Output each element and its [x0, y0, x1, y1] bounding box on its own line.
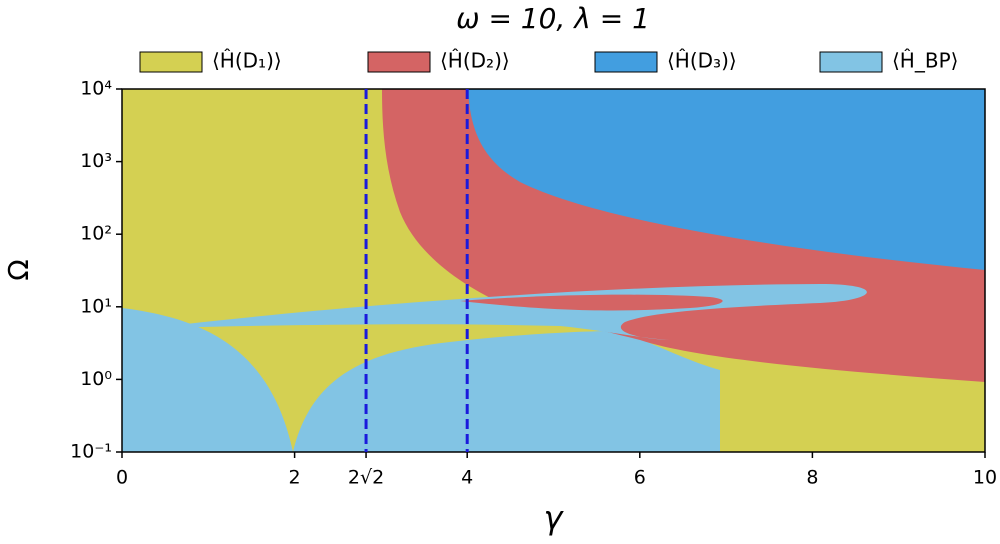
- region-d2-lobe: [460, 294, 723, 311]
- region-d3: [468, 89, 985, 270]
- x-axis-label: γ: [544, 499, 565, 537]
- x-tick-label: 2: [289, 467, 301, 489]
- y-tick-label: 10⁰: [80, 368, 112, 390]
- x-tick-label: 6: [634, 467, 646, 489]
- legend-label: ⟨Ĥ_BP⟩: [892, 49, 958, 73]
- y-tick-label: 10¹: [80, 295, 112, 317]
- chart-title: ω = 10, λ = 1: [456, 2, 650, 35]
- x-tick-label: 4: [461, 467, 473, 489]
- y-tick-label: 10⁴: [80, 78, 112, 100]
- legend-swatch: [367, 51, 431, 73]
- y-tick-label: 10²: [80, 223, 112, 245]
- x-tick-label: 0: [116, 467, 128, 489]
- x-tick-label: 10: [973, 467, 997, 489]
- legend-swatch: [139, 51, 203, 73]
- y-axis-label: Ω: [2, 259, 35, 280]
- legend-label: ⟨Ĥ(D₂)⟩: [440, 49, 510, 73]
- x-tick-label: 8: [806, 467, 818, 489]
- legend-swatch: [819, 51, 883, 73]
- region-bp: [122, 308, 720, 452]
- regions: [122, 89, 985, 452]
- y-tick-label: 10³: [80, 150, 112, 172]
- y-tick-label: 10⁻¹: [70, 441, 112, 463]
- plot-frame: [121, 88, 986, 453]
- legend-label: ⟨Ĥ(D₃)⟩: [667, 49, 737, 73]
- legend-label: ⟨Ĥ(D₁)⟩: [212, 49, 282, 73]
- legend-swatch: [594, 51, 658, 73]
- x-tick-label: 2√2: [348, 467, 384, 489]
